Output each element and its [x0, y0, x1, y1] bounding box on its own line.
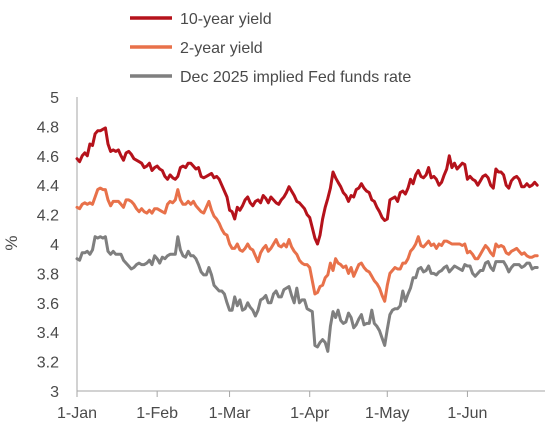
series-lines: [75, 126, 539, 353]
series-line-2: [75, 235, 539, 353]
legend-label: 2-year yield: [180, 40, 263, 57]
y-tick-label: 3.8: [37, 266, 59, 283]
y-tick-label: 5: [50, 90, 59, 107]
y-axis-label: %: [2, 235, 21, 250]
legend: 10-year yield 2-year yield Dec 2025 implie…: [130, 11, 411, 86]
y-tick-label: 3.4: [37, 325, 59, 342]
y-tick-label: 4.6: [37, 149, 59, 166]
legend-label: 10-year yield: [180, 11, 272, 28]
y-tick-label: 3.2: [37, 355, 59, 372]
y-tick-label: 4.2: [37, 208, 59, 225]
y-axis: 3 3.2 3.4 3.6 3.8 4 4.2 4.4 4.6 4.8 5: [37, 90, 78, 401]
x-axis: 1-Jan 1-Feb 1-Mar 1-Apr 1-May 1-Jun: [57, 390, 545, 422]
x-tick-label: 1-Jan: [57, 405, 97, 422]
x-tick-label: 1-Apr: [290, 405, 330, 422]
x-tick-label: 1-May: [365, 405, 409, 422]
y-tick-label: 4.8: [37, 119, 59, 136]
x-tick-label: 1-Jun: [447, 405, 487, 422]
legend-label: Dec 2025 implied Fed funds rate: [180, 69, 411, 86]
series-line-0: [75, 126, 539, 246]
x-tick-label: 1-Mar: [209, 405, 251, 422]
y-tick-label: 4: [50, 237, 59, 254]
series-line-1: [75, 186, 539, 303]
y-tick-label: 3.6: [37, 296, 59, 313]
x-tick-label: 1-Feb: [136, 405, 178, 422]
y-tick-label: 3: [50, 384, 59, 401]
y-tick-label: 4.4: [37, 178, 59, 195]
